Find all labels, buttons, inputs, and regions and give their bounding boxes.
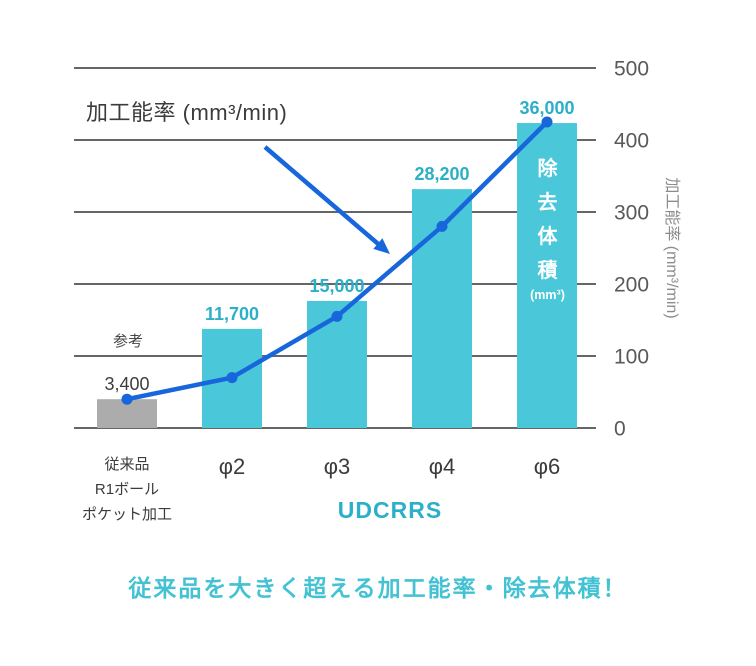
data-point	[436, 220, 448, 232]
category-label: φ3	[324, 454, 351, 479]
category-label-line: ポケット加工	[82, 506, 172, 523]
annotation-title: 加工能率 (mm³/min)	[86, 100, 288, 125]
data-point	[541, 116, 553, 128]
annotation-arrow-head	[373, 238, 390, 254]
bar-overlay-label: 除去体積	[537, 158, 558, 282]
right-axis-title: 加工能率 (mm³/min)	[663, 177, 680, 319]
annotation-arrow-shaft	[263, 145, 384, 250]
right-axis-tick-label: 500	[614, 58, 649, 81]
category-label: φ4	[429, 454, 456, 479]
category-label-line: R1ボール	[95, 481, 159, 498]
bar-value-label: 15,000	[309, 276, 364, 296]
data-point	[226, 372, 238, 384]
bar	[307, 300, 367, 428]
bar	[517, 123, 577, 428]
category-label: φ6	[534, 454, 561, 479]
category-label-line: 従来品	[104, 456, 149, 473]
bar-value-label: 3,400	[104, 374, 149, 394]
bar-overlay-unit: (mm³)	[530, 288, 565, 302]
bar-value-label: 11,700	[205, 304, 259, 324]
right-axis-tick-label: 200	[614, 274, 649, 297]
right-axis-tick-label: 400	[614, 130, 649, 153]
bar-value-label: 28,200	[414, 164, 469, 184]
data-point	[331, 310, 343, 322]
bar-value-label: 36,000	[519, 98, 574, 118]
right-axis-tick-label: 300	[614, 202, 649, 225]
category-label: φ2	[219, 454, 246, 479]
right-axis-tick-label: 0	[614, 418, 626, 441]
data-point	[121, 393, 133, 405]
chart-caption: 従来品を大きく超える加工能率・除去体積！	[128, 575, 628, 601]
category-group-label: UDCRRS	[337, 497, 443, 523]
reference-label: 参考	[112, 333, 143, 350]
right-axis-tick-label: 100	[614, 346, 649, 369]
